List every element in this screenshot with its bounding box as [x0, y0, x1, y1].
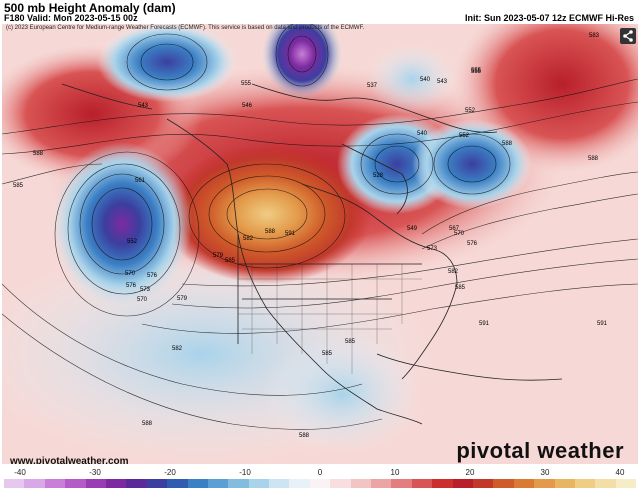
- contour-label: 588: [141, 421, 153, 427]
- contour-label: 573: [139, 287, 151, 293]
- colorbar-swatch: [493, 479, 514, 488]
- colorbar-tick-label: 20: [465, 468, 475, 477]
- contour-label: 576: [146, 273, 158, 279]
- colorbar-swatch: [411, 479, 433, 488]
- contour-label: 579: [212, 253, 224, 259]
- colorbar-swatch: [371, 479, 392, 488]
- contour-label: 585: [454, 285, 466, 291]
- contour-label: 546: [241, 103, 253, 109]
- contour-label: 570: [136, 297, 148, 303]
- init-time: Init: Sun 2023-05-07 12z ECMWF Hi-Res: [464, 13, 634, 23]
- map-title: 500 mb Height Anomaly (dam): [4, 1, 176, 15]
- website-credit[interactable]: www.pivotalweather.com: [10, 456, 129, 464]
- contour-label: 555: [470, 68, 482, 74]
- colorbar-swatch: [534, 479, 555, 488]
- colorbar-swatch: [4, 479, 25, 488]
- colorbar-tick-label: 30: [540, 468, 550, 477]
- colorbar-swatch: [44, 479, 66, 488]
- contour-label: 591: [284, 231, 296, 237]
- contour-label: 537: [366, 83, 378, 89]
- colorbar-swatch: [330, 479, 351, 488]
- colorbar-swatch: [309, 479, 331, 488]
- colorbar-swatch: [146, 479, 168, 488]
- colorbar-swatch: [615, 479, 637, 488]
- contour-label: 552: [126, 239, 138, 245]
- map-canvas: [2, 24, 638, 464]
- colorbar-tick-label: -10: [239, 468, 251, 477]
- contour-label: 540: [416, 131, 428, 137]
- colorbar: [4, 479, 637, 488]
- contour-label: 588: [298, 433, 310, 439]
- colorbar-swatch: [126, 479, 147, 488]
- contour-label: 555: [470, 69, 482, 75]
- colorbar-swatch: [269, 479, 290, 488]
- colorbar-tick-labels: -40 -30 -20 -10 0 10 20 30 40: [0, 468, 640, 478]
- contour-label: 582: [447, 269, 459, 275]
- contour-label: 583: [588, 33, 600, 39]
- copyright-notice: (c) 2023 European Centre for Medium-rang…: [6, 25, 365, 31]
- contour-label: 561: [134, 178, 146, 184]
- colorbar-swatch: [105, 479, 127, 488]
- share-button[interactable]: [620, 28, 636, 44]
- colorbar-swatch: [85, 479, 106, 488]
- colorbar-swatch: [513, 479, 535, 488]
- colorbar-tick-label: 40: [615, 468, 625, 477]
- colorbar-tick-label: 10: [390, 468, 400, 477]
- colorbar-swatch: [554, 479, 575, 488]
- contour-label: 588: [32, 151, 44, 157]
- colorbar-tick-label: -30: [89, 468, 101, 477]
- colorbar-tick-label: 0: [317, 468, 323, 477]
- contour-label: 540: [419, 77, 431, 83]
- contour-label: 591: [478, 321, 490, 327]
- contour-label: 567: [448, 226, 460, 232]
- contour-label: 585: [321, 351, 333, 357]
- colorbar-tick-label: -40: [14, 468, 26, 477]
- contour-label: 549: [406, 226, 418, 232]
- watermark: pivotal weather: [456, 438, 624, 463]
- contour-label: 585: [12, 183, 24, 189]
- colorbar-swatch: [472, 479, 494, 488]
- colorbar-swatch: [595, 479, 616, 488]
- contour-label: 576: [466, 241, 478, 247]
- contour-label: 588: [264, 229, 276, 235]
- header-bar: 500 mb Height Anomaly (dam) F180 Valid: …: [0, 0, 640, 24]
- contour-label: 570: [124, 271, 136, 277]
- contour-label: 582: [242, 236, 254, 242]
- colorbar-swatch: [391, 479, 412, 488]
- contour-label: 543: [436, 79, 448, 85]
- contour-label: 543: [137, 103, 149, 109]
- colorbar-swatch: [432, 479, 453, 488]
- contour-label: 552: [464, 108, 476, 114]
- colorbar-swatch: [167, 479, 188, 488]
- colorbar-swatch: [24, 479, 45, 488]
- colorbar-swatch: [187, 479, 208, 488]
- contour-label: 588: [501, 141, 513, 147]
- contour-label: 588: [587, 156, 599, 162]
- contour-label: 585: [344, 339, 356, 345]
- contour-label: 579: [176, 296, 188, 302]
- contour-label: 582: [171, 346, 183, 352]
- contour-label: 573: [426, 246, 438, 252]
- contour-label: 585: [224, 258, 236, 264]
- contour-label: 591: [596, 321, 608, 327]
- colorbar-swatch: [574, 479, 596, 488]
- height-anomaly-map[interactable]: (c) 2023 European Centre for Medium-rang…: [2, 24, 638, 464]
- contour-label: 552: [458, 133, 470, 139]
- contour-label: 576: [125, 283, 137, 289]
- valid-time: F180 Valid: Mon 2023-05-15 00z: [4, 13, 138, 23]
- colorbar-swatch: [350, 479, 372, 488]
- colorbar-swatch: [65, 479, 86, 488]
- colorbar-tick-label: -20: [164, 468, 176, 477]
- contour-label: 570: [453, 231, 465, 237]
- share-icon: [623, 30, 633, 42]
- colorbar-swatch: [207, 479, 229, 488]
- contour-label: 528: [372, 173, 384, 179]
- colorbar-swatch: [228, 479, 249, 488]
- colorbar-swatch: [452, 479, 473, 488]
- colorbar-swatch: [248, 479, 270, 488]
- contour-label: 555: [240, 81, 252, 87]
- colorbar-swatch: [289, 479, 310, 488]
